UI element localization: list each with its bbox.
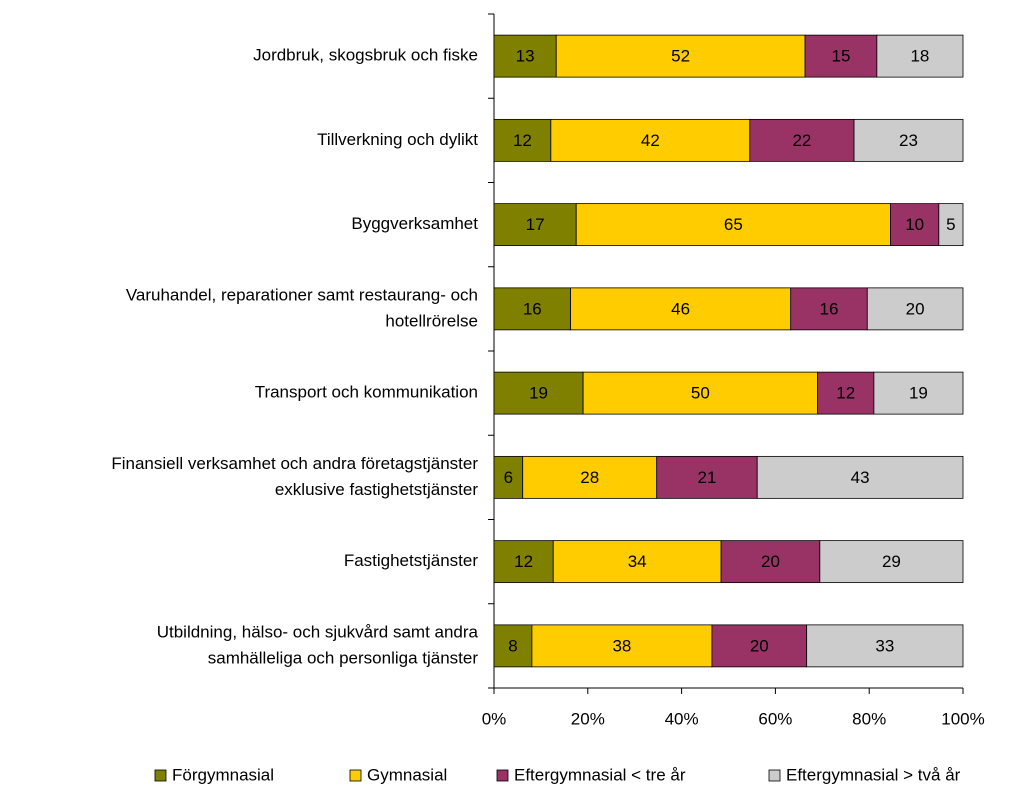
value-label: 13 bbox=[516, 47, 535, 66]
legend-label: Gymnasial bbox=[367, 765, 447, 784]
value-label: 21 bbox=[698, 468, 717, 487]
bar-segment bbox=[493, 540, 554, 584]
bar-segment bbox=[555, 34, 806, 78]
bar-segment bbox=[876, 34, 964, 78]
value-label: 23 bbox=[899, 131, 918, 150]
value-label: 46 bbox=[671, 299, 690, 318]
category-label: hotellrörelse bbox=[385, 311, 478, 330]
bar-segment bbox=[550, 118, 751, 162]
value-label: 16 bbox=[523, 299, 542, 318]
bar-segment bbox=[817, 371, 875, 415]
value-label: 19 bbox=[529, 384, 548, 403]
value-label: 12 bbox=[513, 131, 532, 150]
bar-segment bbox=[938, 203, 964, 247]
bar-segment bbox=[656, 455, 758, 499]
bar-segment bbox=[749, 118, 855, 162]
bar-segment bbox=[493, 203, 577, 247]
x-tick-label: 20% bbox=[571, 709, 605, 728]
bar-segment bbox=[866, 287, 964, 331]
value-label: 20 bbox=[761, 552, 780, 571]
value-label: 17 bbox=[526, 215, 545, 234]
category-label: exklusive fastighetstjänster bbox=[275, 480, 478, 499]
bar-segment bbox=[711, 624, 808, 668]
value-label: 15 bbox=[832, 47, 851, 66]
value-label: 29 bbox=[882, 552, 901, 571]
value-label: 33 bbox=[875, 636, 894, 655]
bar-segment bbox=[493, 455, 524, 499]
value-label: 52 bbox=[671, 47, 690, 66]
x-tick-label: 40% bbox=[665, 709, 699, 728]
bar-segment bbox=[493, 371, 584, 415]
legend-swatch bbox=[154, 769, 167, 782]
legend-label: Eftergymnasial < tre år bbox=[514, 765, 686, 784]
x-tick-label: 100% bbox=[941, 709, 984, 728]
category-label: Jordbruk, skogsbruk och fiske bbox=[253, 46, 478, 65]
value-label: 42 bbox=[641, 131, 660, 150]
value-label: 19 bbox=[909, 384, 928, 403]
legend-swatch bbox=[349, 769, 362, 782]
x-tick-label: 80% bbox=[852, 709, 886, 728]
category-label: Varuhandel, reparationer samt restaurang… bbox=[126, 285, 478, 304]
bar-segment bbox=[493, 624, 533, 668]
bar-segment bbox=[890, 203, 940, 247]
legend-swatch bbox=[496, 769, 509, 782]
category-label: Byggverksamhet bbox=[351, 214, 478, 233]
bar-segment bbox=[720, 540, 821, 584]
value-label: 16 bbox=[820, 299, 839, 318]
bar-segment bbox=[819, 540, 964, 584]
bar-segment bbox=[493, 34, 557, 78]
bar-segment bbox=[522, 455, 658, 499]
category-label: Tillverkning och dylikt bbox=[317, 130, 478, 149]
legend-swatch bbox=[768, 769, 781, 782]
value-label: 65 bbox=[724, 215, 743, 234]
bar-segment bbox=[806, 624, 964, 668]
value-label: 10 bbox=[905, 215, 924, 234]
category-label: Transport och kommunikation bbox=[255, 383, 478, 402]
category-label: Utbildning, hälso- och sjukvård samt and… bbox=[157, 622, 479, 641]
bar-segment bbox=[790, 287, 868, 331]
bar-segment bbox=[873, 371, 964, 415]
value-label: 22 bbox=[792, 131, 811, 150]
value-label: 5 bbox=[946, 215, 955, 234]
x-tick-label: 0% bbox=[482, 709, 507, 728]
value-label: 6 bbox=[504, 468, 513, 487]
value-label: 38 bbox=[612, 636, 631, 655]
value-label: 20 bbox=[750, 636, 769, 655]
bar-segment bbox=[853, 118, 964, 162]
value-label: 8 bbox=[508, 636, 517, 655]
category-label: Finansiell verksamhet och andra företags… bbox=[111, 454, 478, 473]
category-label: Fastighetstjänster bbox=[344, 551, 479, 570]
category-label: samhälleliga och personliga tjänster bbox=[208, 648, 479, 667]
value-label: 12 bbox=[514, 552, 533, 571]
value-label: 50 bbox=[691, 384, 710, 403]
value-label: 28 bbox=[580, 468, 599, 487]
value-label: 18 bbox=[910, 47, 929, 66]
value-label: 20 bbox=[906, 299, 925, 318]
value-label: 43 bbox=[851, 468, 870, 487]
bar-segment bbox=[582, 371, 819, 415]
legend-label: Eftergymnasial > två år bbox=[786, 765, 961, 784]
bar-segment bbox=[552, 540, 722, 584]
legend-label: Förgymnasial bbox=[172, 765, 274, 784]
bar-segment bbox=[575, 203, 891, 247]
value-label: 12 bbox=[836, 384, 855, 403]
value-label: 34 bbox=[628, 552, 647, 571]
x-tick-label: 60% bbox=[758, 709, 792, 728]
bar-segment bbox=[804, 34, 878, 78]
bar-segment bbox=[756, 455, 964, 499]
